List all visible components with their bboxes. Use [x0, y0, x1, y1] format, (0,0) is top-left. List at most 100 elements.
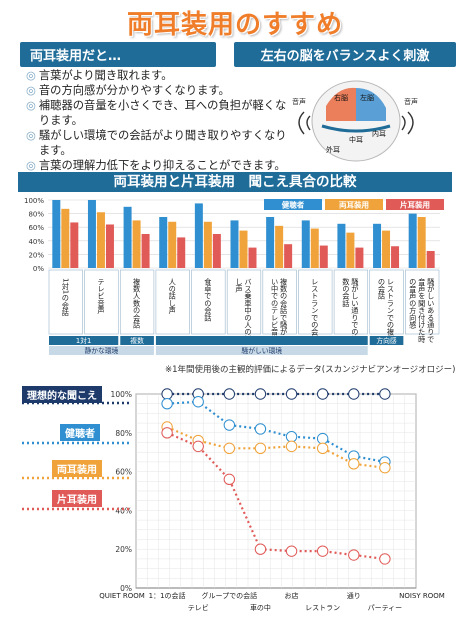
- bar: [310, 228, 319, 268]
- data-point: [223, 419, 236, 431]
- left-header: 両耳装用だと…: [20, 42, 216, 67]
- legend-swatch: [325, 199, 383, 210]
- category-box: [191, 269, 226, 335]
- bar: [123, 206, 132, 268]
- data-point: [316, 432, 329, 445]
- bar: [52, 200, 61, 268]
- data-point: [254, 442, 267, 455]
- data-point: [254, 543, 267, 555]
- x-tick-label: NOISY ROOM: [399, 592, 445, 600]
- list-item: ◎ 音の方向感が分かりやすくなります。: [26, 84, 230, 97]
- bar: [248, 247, 257, 268]
- env-band-label: 騒がしい環境: [241, 346, 282, 355]
- category-box: [262, 269, 297, 335]
- bar: [70, 222, 79, 268]
- env-band: [49, 346, 154, 355]
- x-tick-label: パーティー: [368, 604, 403, 612]
- bullet-icon: ◎: [26, 84, 36, 97]
- category-label: 騒がしい通りでの複: [351, 278, 360, 344]
- data-point: [316, 545, 329, 557]
- x-tick-label: グループでの会話: [202, 591, 258, 600]
- outer-ear-label: 外耳: [326, 145, 340, 154]
- category-label: 音声を聞き付けた時: [418, 277, 427, 343]
- bar: [417, 217, 426, 268]
- category-box: [48, 269, 83, 335]
- data-point: [192, 388, 204, 400]
- bar: [87, 200, 96, 268]
- env-band: [49, 336, 119, 345]
- bullet-icon: ◎: [26, 99, 36, 112]
- y-tick-label: 40%: [28, 238, 44, 246]
- data-point: [379, 456, 391, 468]
- y-tick-label: 60%: [115, 468, 132, 477]
- data-point: [285, 430, 298, 443]
- category-box: [333, 269, 369, 335]
- x-tick-label: レストラン: [305, 604, 340, 612]
- category-label: 1対1の会話: [61, 278, 70, 317]
- legend-ideal: 理想的な聞こえ: [22, 386, 102, 403]
- data-point: [285, 440, 298, 453]
- bar: [355, 247, 364, 268]
- bar: [212, 234, 221, 268]
- inner-ear-label: 内耳: [372, 129, 386, 138]
- y-tick-label: 40%: [115, 506, 132, 515]
- bar: [168, 221, 177, 268]
- env-band: [155, 346, 368, 355]
- env-band: [155, 336, 368, 345]
- category-label: 数の会話: [342, 277, 351, 308]
- bullet-icon: ◎: [26, 159, 36, 172]
- data-point: [161, 427, 173, 439]
- benefit-list: ◎ 言葉がより聞き取れます。 ◎ 音の方向感が分かりやすくなります。 ◎ 補聴器の音量…: [26, 68, 288, 173]
- list-item: ◎ 補聴器の音量を小さくでき、耳への負担が軽くなります。: [26, 99, 287, 127]
- bar: [96, 212, 105, 268]
- category-label: 複数人数の会話: [133, 277, 142, 329]
- y-tick-label: 0%: [120, 584, 132, 593]
- list-item: ◎ 言葉の理解力低下をより抑えることができます。: [26, 159, 286, 172]
- category-box: [155, 269, 190, 335]
- env-band-label: 複数: [130, 336, 144, 345]
- legend-label: 両耳装用: [339, 200, 369, 210]
- data-point: [348, 450, 360, 462]
- y-tick-label: 60%: [28, 224, 44, 232]
- sound-label-right: 音声: [404, 97, 418, 106]
- category-label: の会話: [378, 278, 387, 301]
- bar: [301, 220, 310, 268]
- y-tick-label: 80%: [115, 429, 132, 438]
- bar: [337, 223, 346, 268]
- right-header: 左右の脳をバランスよく刺激: [234, 42, 456, 67]
- data-point: [316, 442, 329, 455]
- bar: [266, 217, 275, 268]
- category-label: の音声の方向感: [409, 278, 418, 329]
- y-tick-label: 20%: [28, 251, 44, 259]
- data-point: [254, 423, 267, 435]
- y-tick-label: 20%: [115, 545, 132, 554]
- category-box: [369, 269, 404, 335]
- left-brain-label: 左脳: [360, 93, 374, 102]
- category-label: 食卓での会話: [204, 277, 213, 322]
- legend-swatch: [386, 199, 444, 210]
- data-point: [223, 442, 236, 455]
- bar: [382, 230, 391, 268]
- env-band-label: 静かな環境: [84, 346, 118, 355]
- bar: [408, 213, 417, 268]
- bar: [239, 230, 248, 268]
- series-line: [166, 431, 386, 560]
- bar: [275, 225, 284, 268]
- category-label: レストランでの会話: [311, 278, 320, 344]
- category-label: バス乗車中の人の話: [244, 278, 253, 344]
- category-label: 人の話し声: [168, 278, 177, 315]
- data-point: [348, 388, 360, 400]
- page-title: 両耳装用のすすめ: [126, 10, 343, 40]
- data-point: [348, 458, 360, 470]
- data-point: [348, 549, 360, 561]
- bar: [373, 223, 382, 268]
- env-band-label: 方向感: [376, 336, 397, 345]
- category-label: い中でのテレビ音声: [271, 278, 280, 344]
- bar: [230, 220, 239, 268]
- data-point: [379, 388, 391, 400]
- data-point: [161, 388, 173, 400]
- legend-monaural: 片耳装用: [52, 490, 102, 507]
- bullet-icon: ◎: [26, 69, 36, 82]
- x-tick-label: お店: [285, 591, 299, 600]
- bar-chart-note: ※1年間使用後の主観的評価によるデータ(スカンジナビアンオージオロジー): [165, 365, 456, 375]
